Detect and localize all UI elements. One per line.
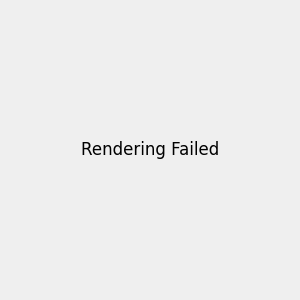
Text: Rendering Failed: Rendering Failed [81, 141, 219, 159]
